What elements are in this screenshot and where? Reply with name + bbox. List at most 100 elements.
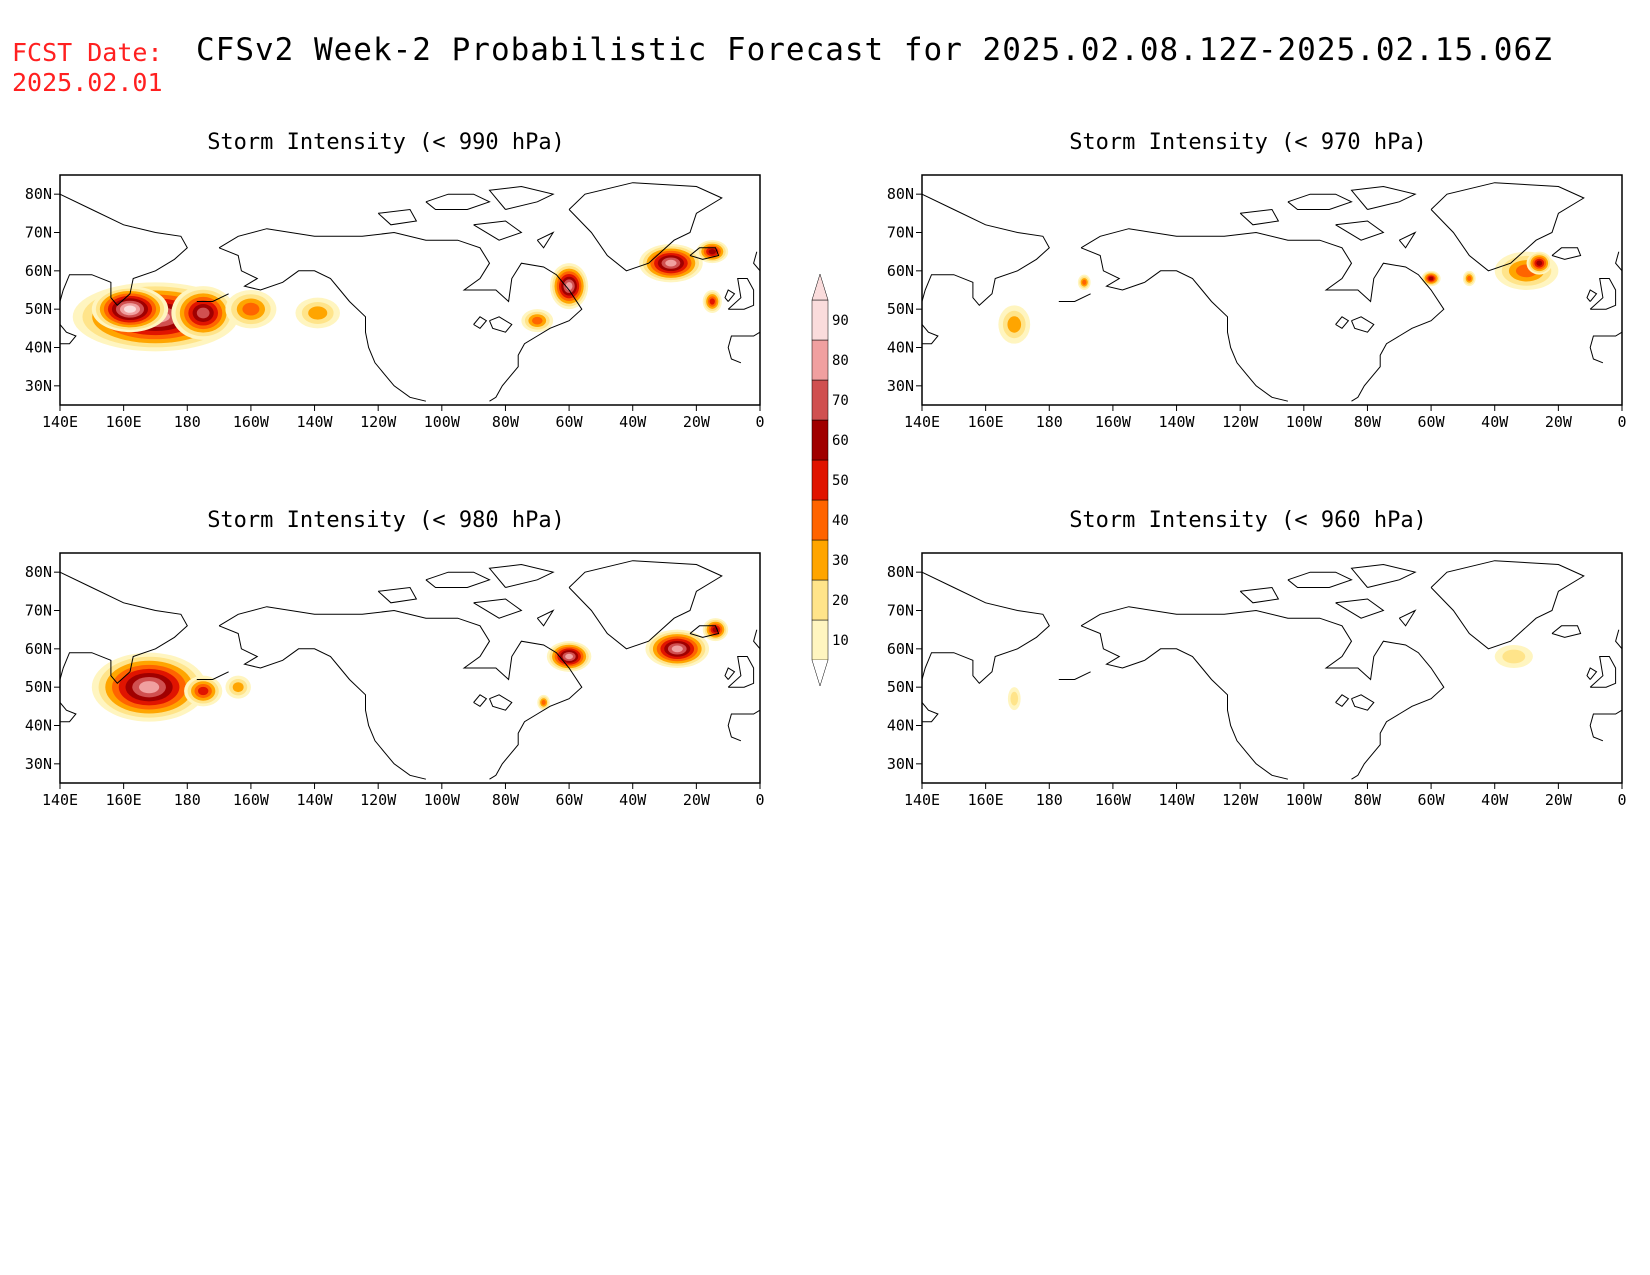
coastline [727, 331, 760, 364]
coastline [1350, 563, 1417, 588]
coastline [1430, 560, 1585, 650]
main-title: CFSv2 Week-2 Probabilistic Forecast for … [196, 32, 1553, 68]
legend-label: 70 [832, 393, 849, 409]
lon-tick-label: 140W [296, 413, 333, 431]
coastline [1586, 667, 1598, 680]
coastline [724, 667, 736, 680]
coastline [1351, 316, 1375, 333]
coastline [1335, 316, 1350, 329]
coastline [1551, 247, 1582, 260]
forecast-date-caption: FCST Date: [12, 38, 163, 67]
probability-contour [541, 699, 546, 706]
lat-tick-label: 70N [887, 602, 914, 620]
map-frame [59, 552, 761, 784]
lon-tick-label: 60W [556, 791, 584, 809]
coastline [922, 702, 939, 723]
coastline [196, 293, 229, 302]
coastline [1398, 231, 1417, 249]
legend-swatch [811, 579, 829, 621]
coastline [727, 656, 755, 688]
probability-contour [308, 306, 328, 320]
lat-tick-label: 80N [887, 563, 914, 581]
lon-tick-label: 20W [1545, 413, 1573, 431]
map-panel-990: 140E 160E 180 160W 140W 120W 100W 80W 60W 40W 20W 0… [25, 174, 765, 431]
coastline [1058, 293, 1091, 302]
lon-tick-label: 160E [106, 791, 142, 809]
lon-tick-label: 40W [1481, 791, 1509, 809]
coastline [489, 316, 513, 333]
legend-bottom-cap [811, 659, 829, 687]
coastline [1239, 208, 1280, 226]
coastline [568, 560, 723, 650]
lon-tick-label: 140W [1158, 791, 1195, 809]
coastline [377, 586, 418, 604]
lat-tick-label: 70N [887, 224, 914, 242]
coastline [727, 278, 755, 310]
lon-tick-label: 140E [904, 791, 940, 809]
lat-tick-label: 60N [25, 640, 52, 658]
coastline [377, 208, 418, 226]
coastline [473, 316, 488, 329]
coastline [1398, 609, 1417, 627]
lon-tick-label: 120W [1222, 791, 1259, 809]
lon-tick-label: 180 [174, 413, 201, 431]
lat-tick-label: 50N [25, 300, 52, 318]
panel-title-980: Storm Intensity (< 980 hPa) [207, 508, 565, 533]
panel-title-960: Storm Intensity (< 960 hPa) [1069, 508, 1427, 533]
coastline [1335, 220, 1385, 241]
coastline [1586, 289, 1598, 302]
probability-contour [197, 686, 209, 696]
lat-tick-label: 30N [887, 755, 914, 773]
lon-tick-label: 60W [556, 413, 584, 431]
lat-tick-label: 60N [887, 640, 914, 658]
coastline [1080, 247, 1289, 402]
coastline [60, 193, 188, 307]
coastline [218, 606, 583, 780]
coastline [218, 247, 427, 402]
coastline [1080, 228, 1445, 402]
lon-tick-label: 0 [755, 791, 764, 809]
lon-tick-label: 100W [1286, 791, 1323, 809]
lat-tick-label: 30N [887, 377, 914, 395]
map-panel-970: 140E 160E 180 160W 140W 120W 100W 80W 60W 40W 20W 0… [887, 174, 1627, 431]
coastline [727, 709, 760, 742]
coastline [473, 598, 523, 619]
lon-tick-label: 40W [619, 791, 647, 809]
legend-swatch [811, 299, 829, 341]
lat-tick-label: 40N [25, 339, 52, 357]
legend-label: 80 [832, 353, 849, 369]
coastline [536, 609, 555, 627]
lat-tick-label: 30N [25, 755, 52, 773]
lon-tick-label: 180 [174, 791, 201, 809]
coastline [218, 625, 427, 780]
coastline [1287, 193, 1353, 210]
lon-tick-label: 140E [42, 413, 78, 431]
probability-contour [232, 682, 244, 693]
lat-tick-label: 70N [25, 224, 52, 242]
coastline [425, 571, 491, 588]
panel-title-970: Storm Intensity (< 970 hPa) [1069, 130, 1427, 155]
lon-tick-label: 160W [233, 413, 270, 431]
lat-tick-label: 80N [25, 563, 52, 581]
coastline [1287, 571, 1353, 588]
probability-contour [709, 298, 715, 305]
legend-label: 30 [832, 553, 849, 569]
legend-label: 60 [832, 433, 849, 449]
coastline [218, 228, 583, 402]
lon-tick-label: 160W [1095, 791, 1132, 809]
lat-tick-label: 30N [25, 377, 52, 395]
lon-tick-label: 0 [1617, 413, 1626, 431]
lon-tick-label: 160E [968, 413, 1004, 431]
lat-tick-label: 50N [887, 678, 914, 696]
coastline [488, 185, 555, 210]
probability-contour [1007, 316, 1022, 333]
lon-tick-label: 140W [296, 791, 333, 809]
coastline [1350, 185, 1417, 210]
probability-contour [196, 307, 210, 319]
map-frame [921, 552, 1623, 784]
lon-tick-label: 140E [904, 413, 940, 431]
probability-contour [1010, 691, 1019, 706]
lat-tick-label: 80N [25, 185, 52, 203]
coastline [1589, 278, 1617, 310]
coastline [1058, 671, 1091, 680]
